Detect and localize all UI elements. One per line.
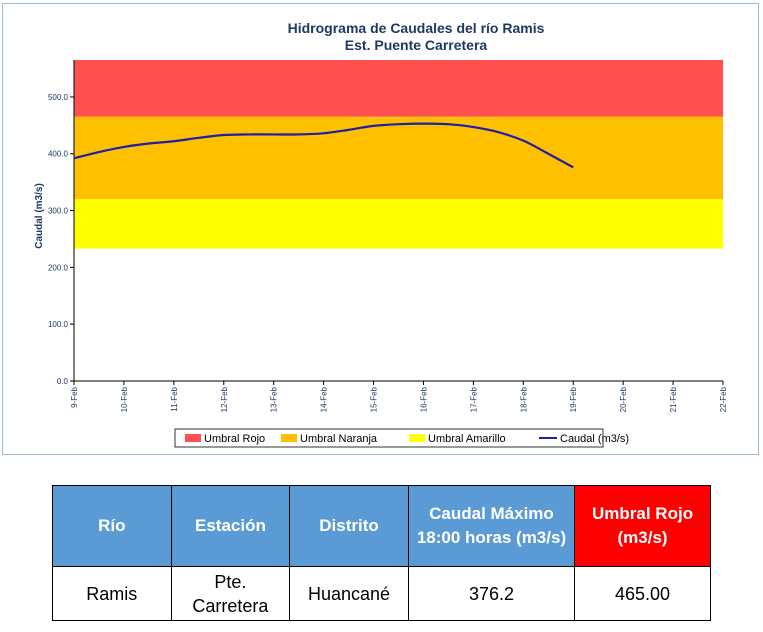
header-caudal-maximo: Caudal Máximo 18:00 horas (m3/s) — [407, 485, 576, 567]
legend: Umbral Rojo Umbral Naranja Umbral Amarillo… — [174, 428, 629, 448]
cell-umbral-rojo: 465.00 — [574, 566, 711, 621]
y-tick-label: 100.0 — [48, 320, 69, 329]
y-tick-label: 0.0 — [57, 377, 69, 386]
x-tick-label: 19-Feb — [569, 386, 578, 412]
y-tick-label: 200.0 — [48, 263, 69, 272]
band-umbral-rojo — [74, 60, 723, 117]
x-tick-label: 16-Feb — [419, 386, 428, 412]
table-row: Ramis Pte. Carretera Huancané 376.2 465.… — [52, 566, 711, 621]
x-tick-label: 21-Feb — [669, 386, 678, 412]
x-tick-label: 11-Feb — [170, 386, 179, 411]
x-tick-label: 15-Feb — [370, 386, 379, 412]
legend-label: Umbral Naranja — [300, 433, 378, 445]
cell-rio: Ramis — [52, 566, 172, 621]
chart-subtitle: Est. Puente Carretera — [345, 37, 488, 53]
cell-distrito: Huancané — [289, 566, 409, 621]
chart-title: Hidrograma de Caudales del río Ramis — [288, 20, 545, 36]
x-tick-label: 18-Feb — [519, 386, 528, 412]
x-tick-label: 17-Feb — [469, 386, 478, 412]
band-umbral-amarillo — [74, 199, 723, 249]
y-axis-label: Caudal (m3/s) — [34, 183, 45, 249]
threshold-bands — [74, 60, 723, 381]
y-tick-label: 400.0 — [48, 150, 69, 159]
band-umbral-naranja — [74, 116, 723, 200]
header-estacion: Estación — [170, 485, 291, 567]
header-distrito: Distrito — [289, 485, 409, 567]
summary-table: Río Estación Distrito Caudal Máximo 18:0… — [52, 485, 711, 621]
table-header-row: Río Estación Distrito Caudal Máximo 18:0… — [52, 485, 711, 567]
cell-caudal-maximo: 376.2 — [407, 566, 576, 621]
series-line-caudal — [73, 122, 574, 169]
x-tick-label: 12-Feb — [220, 386, 229, 412]
legend-swatch — [185, 434, 201, 442]
legend-box — [174, 428, 604, 448]
header-umbral-rojo: Umbral Rojo (m3/s) — [574, 485, 711, 567]
legend-label: Umbral Rojo — [204, 433, 265, 445]
x-tick-label: 22-Feb — [719, 386, 728, 412]
chart-svg: Hidrograma de Caudales del río Ramis Est… — [34, 20, 728, 448]
y-tick-label: 500.0 — [48, 93, 69, 102]
cell-estacion: Pte. Carretera — [170, 566, 291, 621]
series-layer — [73, 122, 574, 169]
legend-swatch — [409, 434, 425, 442]
legend-label: Umbral Amarillo — [428, 433, 506, 445]
x-tick-label: 20-Feb — [619, 386, 628, 412]
legend-label: Caudal (m3/s) — [560, 433, 629, 445]
legend-swatch — [281, 434, 297, 442]
x-tick-label: 10-Feb — [120, 386, 129, 412]
header-rio: Río — [52, 485, 172, 567]
x-tick-label: 13-Feb — [270, 386, 279, 412]
x-tick-label: 14-Feb — [320, 386, 329, 412]
axes: 0.0 100.0 200.0 300.0 400.0 500.0 9-Feb 10-Feb 1… — [48, 60, 728, 412]
chart-frame: Hidrograma de Caudales del río Ramis Est… — [2, 3, 759, 455]
x-tick-label: 9-Feb — [70, 386, 79, 407]
y-tick-label: 300.0 — [48, 207, 69, 216]
